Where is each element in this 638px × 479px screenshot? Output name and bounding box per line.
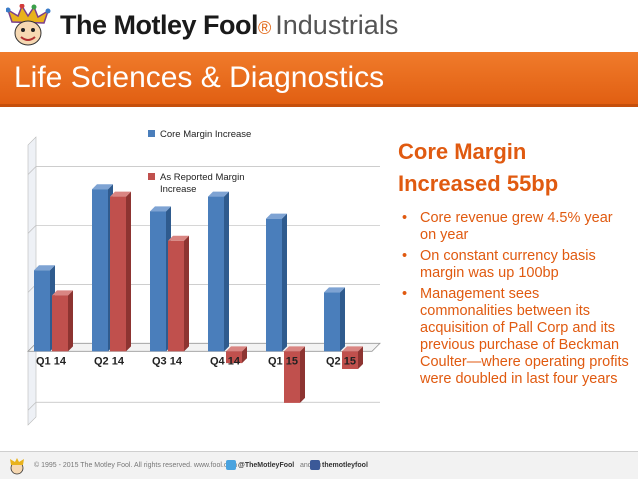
core-margin-bar-top: [208, 191, 229, 197]
section-name: Industrials: [275, 10, 399, 40]
header: The Motley Fool® Industrials: [0, 0, 638, 52]
copyright-text: © 1995 - 2015 The Motley Fool. All right…: [34, 462, 238, 469]
core-margin-bar-side: [340, 287, 345, 352]
small-jester-logo-icon: [10, 458, 24, 475]
footer: © 1995 - 2015 The Motley Fool. All right…: [0, 452, 638, 479]
headline-line-2: Increased 55bp: [398, 171, 559, 196]
reported-margin-bar-side: [184, 235, 189, 352]
reported-margin-bar-top: [168, 235, 189, 241]
reported-margin-bar-top: [110, 191, 131, 197]
reported-margin-bar: [284, 351, 300, 403]
brand-wordmark[interactable]: The Motley Fool® Industrials: [60, 8, 398, 45]
twitter-handle[interactable]: @TheMotleyFool: [238, 462, 295, 469]
headline-line-1: Core Margin: [398, 139, 527, 164]
bullet-item: On constant currency basis margin was up…: [398, 248, 630, 282]
reported-margin-bar-side: [68, 290, 73, 352]
twitter-bird-icon[interactable]: [226, 460, 236, 470]
gridline-depth: [27, 402, 37, 411]
reported-margin-bar: [110, 196, 126, 352]
title-banner: Life Sciences & Diagnostics: [0, 52, 638, 107]
reported-margin-bar: [226, 351, 242, 364]
core-margin-bar: [34, 270, 50, 352]
reported-margin-bar: [52, 295, 68, 352]
gridline-depth: [27, 225, 37, 234]
reported-margin-bar: [168, 240, 184, 352]
x-tick-label: Q2 15: [326, 355, 356, 367]
reported-margin-bar-side: [358, 346, 363, 369]
core-margin-bar-top: [150, 206, 171, 212]
gridline-depth: [27, 166, 37, 175]
core-margin-bar-top: [266, 213, 287, 219]
reported-margin-bar-side: [126, 191, 131, 352]
legend-swatch-reported: [148, 173, 155, 180]
x-tick-label: Q1 15: [268, 355, 298, 367]
reported-margin-bar-side: [300, 346, 305, 403]
jester-logo-icon: [6, 4, 51, 46]
core-margin-bar-top: [92, 184, 113, 190]
legend-label-core: Core Margin Increase: [160, 129, 251, 140]
bullet-list: Core revenue grew 4.5% year on year On c…: [398, 210, 630, 392]
core-margin-bar-top: [324, 287, 345, 293]
core-margin-bar: [92, 189, 108, 352]
margin-bar-chart: Q1 14 Q2 14 Q3 14 Q4 14 Q1 15 Q2 15 Core Margi…: [27, 129, 381, 426]
reported-margin-bar-side: [242, 346, 247, 364]
x-tick-label: Q2 14: [94, 355, 125, 367]
brand-registered-mark: ®: [258, 18, 272, 38]
brand-name: The Motley Fool: [60, 10, 259, 40]
headline: Core Margin Increased 55bp: [398, 136, 628, 200]
core-margin-bar-top: [34, 265, 55, 271]
reported-margin-bar: [342, 351, 358, 369]
core-margin-bar: [208, 196, 224, 352]
x-tick-label: Q3 14: [152, 355, 183, 367]
legend-label-reported: As Reported Margin Increase: [160, 172, 244, 195]
reported-margin-bar-top: [52, 290, 73, 296]
reported-margin-bar-top: [342, 346, 363, 352]
facebook-handle[interactable]: themotleyfool: [322, 462, 368, 469]
core-margin-bar: [324, 292, 340, 352]
core-margin-bar: [266, 218, 282, 352]
bullet-item: Core revenue grew 4.5% year on year: [398, 210, 630, 244]
core-margin-bar-side: [282, 213, 287, 352]
core-margin-bar-side: [224, 191, 229, 352]
legend-swatch-core: [148, 130, 155, 137]
facebook-icon[interactable]: [310, 460, 320, 470]
chart-side-wall: [27, 136, 37, 426]
core-margin-bar: [150, 211, 166, 352]
x-tick-label: Q4 14: [210, 355, 241, 367]
x-tick-label: Q1 14: [36, 355, 67, 367]
bullet-item: Management sees commonalities between it…: [398, 286, 630, 388]
reported-margin-bar-top: [226, 346, 247, 352]
reported-margin-bar-top: [284, 346, 305, 352]
slide-title: Life Sciences & Diagnostics: [14, 61, 385, 94]
footer-divider: [0, 451, 638, 452]
